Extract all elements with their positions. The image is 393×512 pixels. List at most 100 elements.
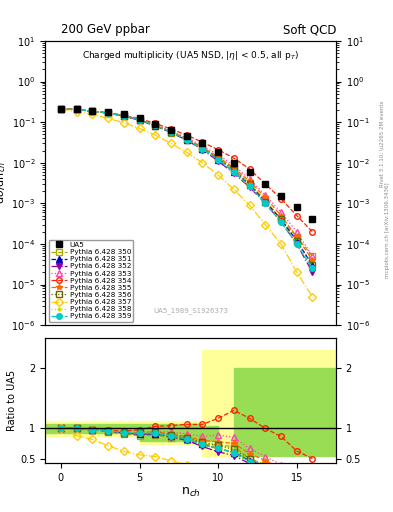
Legend: UA5, Pythia 6.428 350, Pythia 6.428 351, Pythia 6.428 352, Pythia 6.428 353, Pyt: UA5, Pythia 6.428 350, Pythia 6.428 351,… [49, 240, 133, 322]
Pythia 6.428 356 [294, 238, 299, 244]
Pythia 6.428 351 [169, 129, 173, 135]
UA5 [137, 115, 142, 121]
Pythia 6.428 353 [216, 152, 220, 158]
Pythia 6.428 355 [200, 144, 205, 151]
Pythia 6.428 357 [169, 140, 173, 146]
UA5 [263, 181, 268, 187]
Pythia 6.428 350 [121, 113, 126, 119]
Pythia 6.428 355 [90, 108, 95, 114]
Text: Charged multiplicity (UA5 NSD, |$\eta$| < 0.5, all p$_T$): Charged multiplicity (UA5 NSD, |$\eta$| … [82, 50, 299, 62]
Pythia 6.428 356 [121, 113, 126, 119]
Pythia 6.428 358 [247, 183, 252, 189]
Text: Rivet 3.1.10; \u2265 2M events: Rivet 3.1.10; \u2265 2M events [380, 100, 384, 186]
Pythia 6.428 352 [294, 241, 299, 247]
Pythia 6.428 352 [74, 106, 79, 113]
Pythia 6.428 355 [59, 106, 63, 112]
Pythia 6.428 358 [231, 169, 236, 176]
Pythia 6.428 354 [310, 229, 315, 235]
Pythia 6.428 351 [310, 262, 315, 268]
UA5 [74, 106, 79, 113]
Pythia 6.428 353 [263, 192, 268, 198]
Pythia 6.428 353 [121, 113, 126, 119]
Pythia 6.428 351 [231, 168, 236, 175]
Line: Pythia 6.428 350: Pythia 6.428 350 [58, 106, 315, 259]
Pythia 6.428 359 [263, 200, 268, 206]
Pythia 6.428 356 [74, 106, 79, 113]
Pythia 6.428 358 [121, 113, 126, 119]
Pythia 6.428 351 [137, 117, 142, 123]
Pythia 6.428 354 [90, 108, 95, 114]
Pythia 6.428 352 [216, 158, 220, 164]
Pythia 6.428 353 [231, 162, 236, 168]
Pythia 6.428 351 [90, 108, 95, 114]
Pythia 6.428 352 [153, 122, 158, 129]
UA5 [153, 121, 158, 127]
UA5 [106, 109, 110, 115]
Pythia 6.428 354 [121, 112, 126, 118]
Pythia 6.428 351 [263, 199, 268, 205]
Pythia 6.428 359 [216, 157, 220, 163]
Pythia 6.428 356 [247, 181, 252, 187]
Pythia 6.428 354 [59, 106, 63, 112]
Pythia 6.428 353 [247, 176, 252, 182]
Pythia 6.428 351 [74, 106, 79, 113]
Pythia 6.428 356 [231, 167, 236, 174]
Pythia 6.428 357 [294, 269, 299, 275]
Pythia 6.428 353 [137, 116, 142, 122]
Pythia 6.428 350 [90, 108, 95, 114]
Pythia 6.428 355 [74, 106, 79, 113]
Pythia 6.428 354 [263, 181, 268, 187]
Pythia 6.428 351 [216, 157, 220, 163]
Pythia 6.428 357 [279, 241, 283, 247]
Pythia 6.428 359 [279, 219, 283, 225]
Pythia 6.428 355 [184, 136, 189, 142]
Pythia 6.428 352 [184, 137, 189, 143]
Pythia 6.428 359 [121, 113, 126, 119]
Pythia 6.428 358 [59, 106, 63, 112]
Pythia 6.428 356 [216, 155, 220, 161]
Pythia 6.428 356 [90, 108, 95, 114]
Pythia 6.428 358 [74, 106, 79, 113]
Pythia 6.428 354 [216, 146, 220, 153]
UA5 [200, 140, 205, 146]
Pythia 6.428 355 [106, 110, 110, 116]
Pythia 6.428 357 [106, 115, 110, 121]
Pythia 6.428 355 [263, 195, 268, 201]
Pythia 6.428 350 [279, 217, 283, 223]
Pythia 6.428 350 [231, 166, 236, 172]
Pythia 6.428 356 [184, 136, 189, 142]
Pythia 6.428 351 [121, 113, 126, 119]
Pythia 6.428 352 [310, 269, 315, 275]
Pythia 6.428 358 [216, 157, 220, 163]
Pythia 6.428 356 [310, 262, 315, 268]
Pythia 6.428 353 [106, 110, 110, 116]
Pythia 6.428 351 [106, 110, 110, 116]
Text: UA5_1989_S1926373: UA5_1989_S1926373 [153, 307, 228, 314]
UA5 [247, 168, 252, 175]
Pythia 6.428 353 [200, 143, 205, 149]
Pythia 6.428 354 [294, 212, 299, 219]
Pythia 6.428 354 [137, 116, 142, 122]
Pythia 6.428 352 [263, 200, 268, 206]
Pythia 6.428 357 [184, 150, 189, 156]
Pythia 6.428 353 [310, 253, 315, 259]
Pythia 6.428 354 [74, 106, 79, 113]
Pythia 6.428 357 [121, 120, 126, 126]
Pythia 6.428 350 [169, 130, 173, 136]
Pythia 6.428 359 [153, 122, 158, 129]
Pythia 6.428 359 [106, 110, 110, 116]
UA5 [231, 160, 236, 166]
Pythia 6.428 355 [294, 233, 299, 240]
Pythia 6.428 358 [263, 200, 268, 206]
Pythia 6.428 355 [279, 212, 283, 219]
Pythia 6.428 352 [279, 219, 283, 225]
Pythia 6.428 354 [231, 155, 236, 161]
Text: mcplots.cern.ch [arXiv:1306.3436]: mcplots.cern.ch [arXiv:1306.3436] [385, 183, 389, 278]
Pythia 6.428 357 [216, 172, 220, 178]
Pythia 6.428 357 [200, 160, 205, 166]
Pythia 6.428 358 [90, 108, 95, 114]
Pythia 6.428 351 [184, 137, 189, 143]
Pythia 6.428 352 [247, 184, 252, 190]
Pythia 6.428 357 [231, 186, 236, 193]
Pythia 6.428 351 [279, 217, 283, 223]
